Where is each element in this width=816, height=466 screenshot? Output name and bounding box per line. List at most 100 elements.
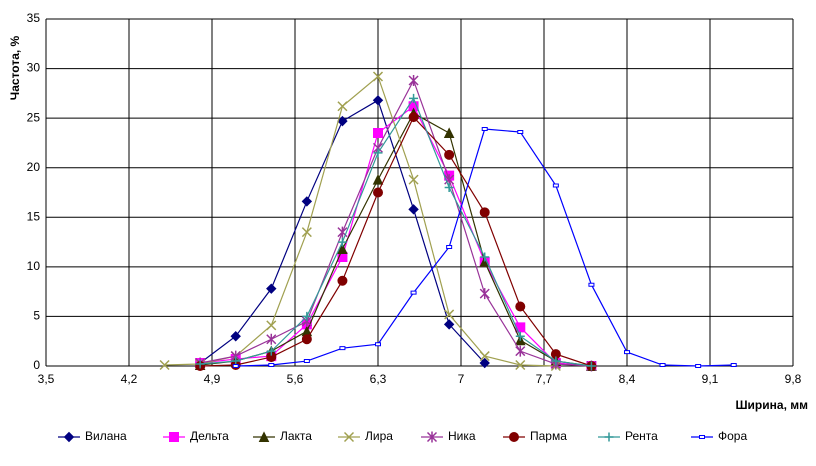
marker [339, 346, 346, 351]
marker [373, 187, 384, 198]
y-tick-label: 10 [27, 259, 41, 273]
marker [659, 363, 666, 368]
marker [730, 363, 737, 368]
y-tick-label: 30 [27, 61, 41, 75]
marker [446, 245, 453, 250]
marker [515, 331, 525, 341]
marker [373, 128, 383, 139]
marker [517, 130, 524, 135]
legend-marker [509, 432, 520, 442]
marker [301, 334, 312, 345]
marker [479, 207, 490, 218]
x-tick-label: 4,9 [204, 372, 221, 386]
y-tick-label: 25 [27, 110, 41, 124]
marker [443, 319, 455, 330]
marker [268, 363, 275, 368]
y-tick-label: 15 [27, 209, 41, 223]
legend-label: Ника [448, 429, 476, 443]
marker [408, 204, 419, 215]
marker [588, 282, 595, 287]
x-tick-label: 5,6 [287, 372, 304, 386]
marker [443, 127, 455, 139]
marker [303, 359, 310, 364]
x-tick-label: 9,1 [702, 372, 719, 386]
marker [479, 351, 490, 362]
marker [337, 275, 348, 286]
series-line [200, 105, 592, 367]
marker [372, 71, 384, 82]
marker [337, 237, 347, 247]
legend-marker [343, 431, 355, 443]
marker [444, 183, 454, 193]
x-tick-label: 3,5 [38, 372, 55, 386]
marker [195, 359, 205, 369]
legend-label: Вилана [85, 429, 127, 443]
marker [230, 331, 241, 342]
legend-marker [169, 432, 179, 442]
marker [373, 148, 383, 158]
legend-marker [426, 431, 438, 443]
marker [408, 112, 419, 123]
marker [410, 290, 417, 295]
series-line [200, 97, 592, 367]
legend-label: Дельта [190, 429, 229, 443]
y-tick-label: 35 [27, 11, 41, 25]
legend-marker [604, 432, 614, 442]
marker [266, 352, 277, 363]
series-line [200, 78, 592, 367]
x-tick-label: 7 [458, 372, 465, 386]
series-line [235, 128, 734, 367]
marker [480, 252, 490, 262]
x-tick-label: 9,8 [785, 372, 802, 386]
marker [266, 283, 277, 294]
marker [408, 174, 419, 185]
y-tick-label: 20 [27, 160, 41, 174]
x-tick-label: 8,4 [619, 372, 636, 386]
marker [624, 350, 630, 355]
marker [337, 115, 348, 127]
marker [337, 101, 348, 112]
marker [479, 357, 490, 369]
marker [302, 311, 312, 321]
marker [301, 227, 312, 238]
marker [232, 364, 239, 368]
legend-label: Рента [625, 429, 658, 443]
marker [409, 93, 419, 103]
marker [301, 196, 313, 207]
legend-label: Лира [365, 429, 393, 443]
legend-label: Лакта [280, 429, 312, 443]
marker [695, 364, 702, 368]
marker [266, 320, 277, 331]
y-tick-label: 0 [33, 358, 40, 372]
x-tick-label: 7,7 [536, 372, 553, 386]
marker [515, 359, 526, 371]
x-tick-label: 6,3 [370, 372, 387, 386]
marker [372, 173, 384, 185]
marker [266, 333, 277, 345]
marker [266, 346, 276, 356]
marker [552, 183, 559, 188]
legend-label: Фора [718, 429, 747, 443]
legend-marker [63, 431, 75, 443]
legend-marker [699, 435, 705, 439]
marker [515, 301, 526, 312]
y-axis-label: Частота, % [8, 35, 22, 100]
x-tick-label: 4,2 [121, 372, 138, 386]
y-tick-label: 5 [33, 309, 40, 323]
series-line [164, 75, 556, 367]
marker [551, 356, 561, 366]
marker [481, 127, 488, 132]
marker [337, 243, 348, 255]
marker [479, 288, 490, 300]
marker [372, 95, 384, 106]
marker [444, 309, 455, 320]
x-axis-label: Ширина, мм [736, 398, 809, 412]
legend-marker [258, 431, 270, 442]
marker [337, 226, 348, 238]
marker [444, 149, 455, 160]
marker [159, 359, 170, 371]
series-line [200, 116, 592, 367]
marker [550, 349, 561, 360]
marker [586, 361, 596, 371]
